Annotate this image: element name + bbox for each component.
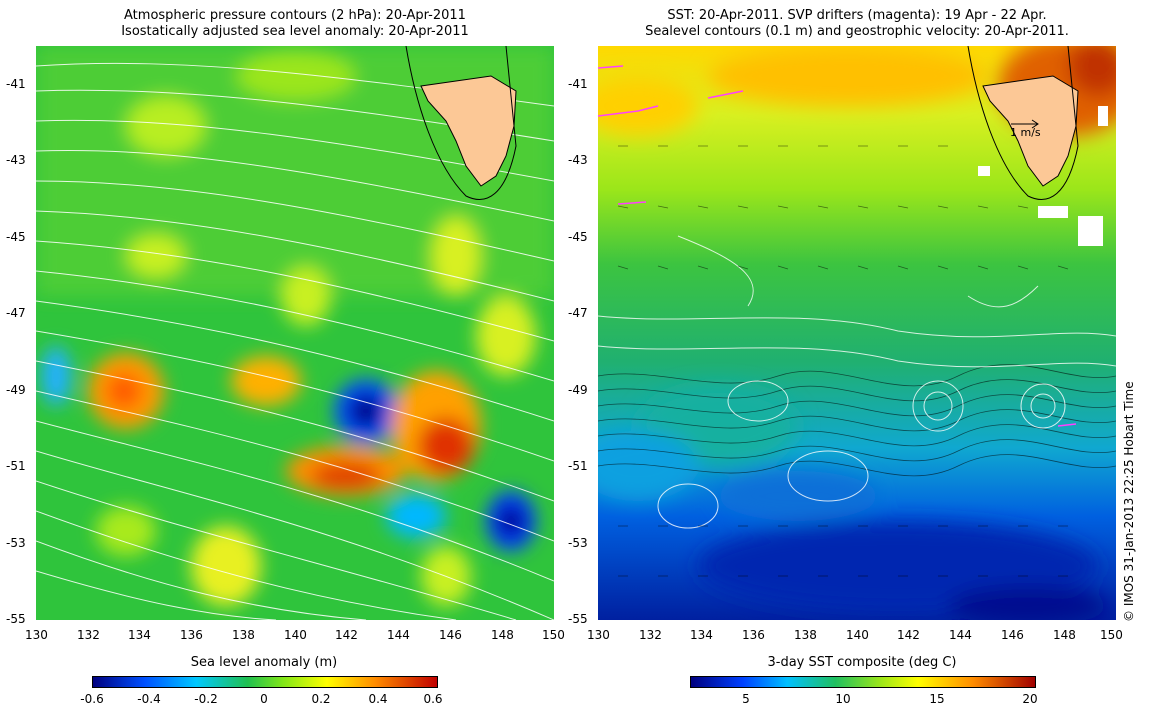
right-x-tick-8: 144 [949, 628, 972, 642]
right-y-tick-6: -51 [568, 459, 588, 473]
sla-colorbar-tick-1: -0.6 [80, 692, 104, 706]
left-x-tick-6: 140 [284, 628, 307, 642]
velocity-scale-arrow [1011, 119, 1039, 129]
left-x-tick-1: 130 [25, 628, 48, 642]
right-x-tick-1: 130 [587, 628, 610, 642]
sst-colorbar-title: 3-day SST composite (deg C) [767, 655, 957, 670]
sla-map-canvas [36, 46, 554, 620]
right-y-tick-7: -53 [568, 536, 588, 550]
right-x-tick-3: 134 [690, 628, 713, 642]
left-y-tick-3: -45 [6, 230, 26, 244]
sst-colorbar-tick-4: 20 [1022, 692, 1038, 706]
tasmania-land [405, 46, 517, 200]
geostrophic-streamlines [598, 364, 1116, 477]
right-title-line1: SST: 20-Apr-2011. SVP drifters (magenta)… [667, 8, 1047, 23]
sst-colorbar [690, 676, 1036, 688]
sla-colorbar-tick-2: -0.4 [137, 692, 161, 706]
credit-text: © IMOS 31-Jan-2013 22:25 Hobart Time [1122, 381, 1136, 622]
left-x-tick-10: 148 [491, 628, 514, 642]
sla-colorbar-title: Sea level anomaly (m) [190, 655, 338, 670]
sla-colorbar-tick-7: 0.6 [423, 692, 443, 706]
left-title-line2: Isostatically adjusted sea level anomaly… [121, 24, 469, 39]
right-x-tick-9: 146 [1001, 628, 1024, 642]
right-x-tick-7: 142 [897, 628, 920, 642]
left-title: Atmospheric pressure contours (2 hPa): 2… [36, 8, 554, 40]
right-y-tick-3: -45 [568, 230, 588, 244]
velocity-arrows [617, 145, 1069, 577]
left-title-line1: Atmospheric pressure contours (2 hPa): 2… [124, 8, 466, 23]
pressure-contours [36, 62, 554, 620]
sealevel-contours [598, 235, 1116, 529]
sst-colorbar-tick-2: 10 [835, 692, 851, 706]
left-x-tick-7: 142 [335, 628, 358, 642]
right-x-tick-5: 138 [794, 628, 817, 642]
right-y-tick-2: -43 [568, 153, 588, 167]
left-y-tick-2: -43 [6, 153, 26, 167]
left-y-tick-8: -55 [6, 612, 26, 626]
right-x-tick-6: 140 [846, 628, 869, 642]
cloud-mask [978, 106, 1108, 246]
left-y-tick-5: -49 [6, 383, 26, 397]
left-y-tick-1: -41 [6, 77, 26, 91]
sla-colorbar-tick-5: 0.2 [311, 692, 331, 706]
sst-map: 1 m/s [598, 46, 1116, 620]
sst-colorbar-tick-1: 5 [742, 692, 750, 706]
left-x-tick-2: 132 [77, 628, 100, 642]
sla-colorbar-tick-6: 0.4 [368, 692, 388, 706]
left-x-tick-9: 146 [439, 628, 462, 642]
sst-map-canvas: 1 m/s [598, 46, 1116, 620]
sla-colorbar-tick-4: 0 [260, 692, 268, 706]
left-y-tick-7: -53 [6, 536, 26, 550]
left-x-tick-3: 134 [128, 628, 151, 642]
right-y-tick-1: -41 [568, 77, 588, 91]
right-y-tick-5: -49 [568, 383, 588, 397]
tasmania-land-sst [967, 46, 1079, 200]
left-y-tick-4: -47 [6, 306, 26, 320]
svp-drifter-tracks [598, 65, 1077, 427]
left-x-tick-11: 150 [542, 628, 565, 642]
right-x-tick-11: 150 [1100, 628, 1123, 642]
right-x-tick-10: 148 [1053, 628, 1076, 642]
left-x-tick-8: 144 [387, 628, 410, 642]
sla-map [36, 46, 554, 620]
right-y-tick-8: -55 [568, 612, 588, 626]
left-y-tick-6: -51 [6, 459, 26, 473]
right-title: SST: 20-Apr-2011. SVP drifters (magenta)… [598, 8, 1116, 40]
left-x-tick-5: 138 [232, 628, 255, 642]
right-title-line2: Sealevel contours (0.1 m) and geostrophi… [645, 24, 1069, 39]
right-x-tick-2: 132 [639, 628, 662, 642]
right-x-tick-4: 136 [742, 628, 765, 642]
right-y-tick-4: -47 [568, 306, 588, 320]
velocity-scale-label: 1 m/s [1010, 126, 1041, 139]
sla-colorbar [92, 676, 438, 688]
sla-colorbar-tick-3: -0.2 [194, 692, 218, 706]
left-x-tick-4: 136 [180, 628, 203, 642]
sst-colorbar-tick-3: 15 [929, 692, 945, 706]
